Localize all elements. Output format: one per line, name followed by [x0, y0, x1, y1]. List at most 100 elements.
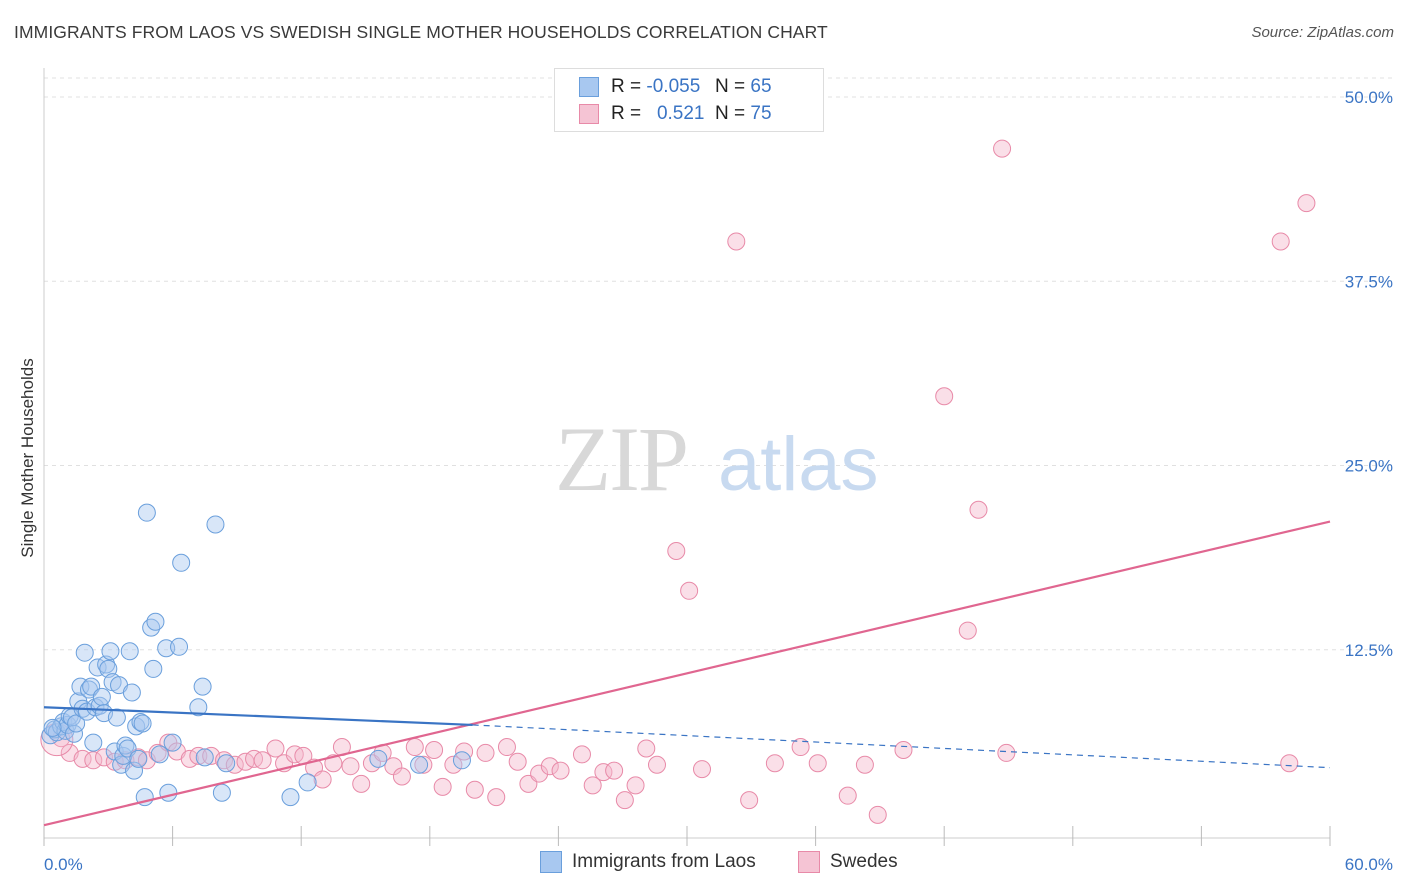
data-point-laos [84, 733, 103, 752]
data-point-laos [195, 748, 214, 767]
data-point-laos [159, 783, 178, 802]
trend-lines [43, 520, 1331, 827]
laos-points [41, 503, 471, 807]
data-point-swedes [727, 232, 746, 251]
data-point-swedes [324, 754, 343, 773]
data-point-laos [125, 761, 144, 780]
y-axis-label: Single Mother Households [18, 358, 37, 558]
data-point-swedes [84, 751, 103, 770]
data-point-swedes [791, 738, 810, 757]
data-point-laos [189, 698, 208, 717]
bottom-legend-laos: Immigrants from Laos [540, 851, 756, 873]
data-point-swedes [444, 755, 463, 774]
data-point-swedes [838, 786, 857, 805]
watermark-atlas: atlas [718, 422, 879, 507]
legend-row-laos: R = -0.055 N = 65 [579, 74, 772, 100]
data-point-swedes [583, 776, 602, 795]
data-point-swedes [476, 743, 495, 762]
data-point-laos [120, 642, 139, 661]
data-point-swedes [508, 752, 527, 771]
data-point-swedes [266, 739, 285, 758]
data-point-laos [193, 677, 212, 696]
data-point-swedes [868, 805, 887, 824]
legend-n-value: 65 [750, 76, 772, 97]
data-point-swedes [215, 751, 234, 770]
data-point-laos [137, 503, 156, 522]
data-point-swedes [425, 740, 444, 759]
x-tick-label: 0.0% [44, 855, 83, 874]
data-point-swedes [1280, 754, 1299, 773]
axes [43, 68, 1331, 846]
legend-r-label: R = [611, 103, 642, 124]
data-point-laos [116, 736, 135, 755]
chart-title: IMMIGRANTS FROM LAOS VS SWEDISH SINGLE M… [14, 22, 828, 42]
data-point-swedes [405, 738, 424, 757]
data-point-swedes [1297, 194, 1316, 213]
data-point-laos [170, 637, 189, 656]
data-point-laos [163, 733, 182, 752]
bottom-legend-swatch-laos [540, 851, 562, 873]
data-point-laos [146, 612, 165, 631]
data-point-swedes [497, 738, 516, 757]
data-point-swedes [615, 791, 634, 810]
data-point-laos [172, 553, 191, 572]
data-point-swedes [253, 751, 272, 770]
legend-swatch-swedes [579, 104, 599, 124]
bottom-legend-swedes: Swedes [798, 851, 898, 873]
data-point-laos [369, 749, 388, 768]
data-point-swedes [894, 740, 913, 759]
data-point-swedes [667, 541, 686, 560]
data-point-laos [101, 642, 120, 661]
data-point-swedes [341, 757, 360, 776]
y-tick-label: 37.5% [1345, 272, 1393, 291]
data-point-swedes [551, 761, 570, 780]
trend-line-swedes [43, 520, 1331, 827]
bottom-legend-label-swedes: Swedes [830, 851, 898, 872]
data-point-laos [157, 639, 176, 658]
legend-r-label: R = [611, 76, 642, 97]
data-point-swedes [693, 760, 712, 779]
correlation-legend: R = -0.055 N = 65 R = 0.521 N = 75 [554, 68, 824, 132]
data-point-laos [99, 659, 118, 678]
data-point-swedes [808, 754, 827, 773]
data-point-laos [75, 643, 94, 662]
tick-labels: 12.5% 25.0% 37.5% 50.0% 0.0% 60.0% [44, 88, 1393, 874]
legend-row-swedes: R = 0.521 N = 75 [579, 101, 772, 127]
data-point-laos [206, 515, 225, 534]
data-point-swedes [740, 791, 759, 810]
legend-swatch-laos [579, 77, 599, 97]
data-point-swedes [605, 761, 624, 780]
grid-lines [44, 77, 1395, 651]
bottom-legend-swatch-swedes [798, 851, 820, 873]
data-point-swedes [414, 755, 433, 774]
data-point-swedes [958, 621, 977, 640]
legend-n-value: 75 [750, 103, 772, 124]
data-point-swedes [455, 742, 474, 761]
data-point-laos [150, 745, 169, 764]
data-point-swedes [993, 139, 1012, 158]
data-point-laos [212, 783, 231, 802]
data-point-swedes [626, 776, 645, 795]
data-point-swedes [530, 764, 549, 783]
data-point-laos [92, 687, 111, 706]
data-point-laos [298, 773, 317, 792]
data-point-laos [281, 788, 300, 807]
y-tick-label: 25.0% [1345, 457, 1393, 476]
data-point-swedes [647, 755, 666, 774]
data-point-swedes [637, 739, 656, 758]
data-point-laos [133, 714, 152, 733]
data-point-swedes [352, 774, 371, 793]
data-point-swedes [465, 780, 484, 799]
data-point-swedes [765, 754, 784, 773]
data-point-swedes [189, 746, 208, 765]
watermark: ZIP atlas [555, 408, 879, 510]
data-point-swedes [487, 788, 506, 807]
data-point-swedes [540, 757, 559, 776]
legend-n-label: N = [715, 76, 746, 97]
data-point-laos [217, 754, 236, 773]
data-point-swedes [997, 743, 1016, 762]
data-point-laos [452, 751, 471, 770]
data-point-laos [107, 708, 126, 727]
data-point-laos [144, 659, 163, 678]
data-point-swedes [433, 777, 452, 796]
